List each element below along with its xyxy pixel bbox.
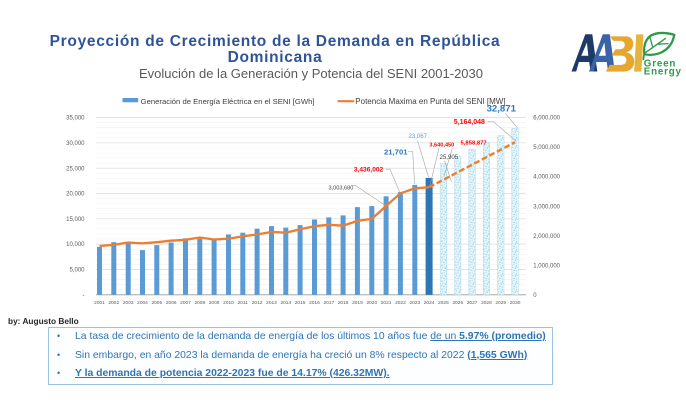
- svg-text:2024: 2024: [424, 300, 435, 306]
- svg-text:2014: 2014: [280, 300, 291, 306]
- svg-text:5,858,877: 5,858,877: [461, 140, 488, 146]
- svg-text:2003: 2003: [123, 300, 134, 306]
- svg-text:2001: 2001: [94, 300, 105, 306]
- svg-text:10,000: 10,000: [66, 242, 85, 248]
- svg-text:2029: 2029: [495, 300, 506, 306]
- svg-text:3,003,680: 3,003,680: [329, 185, 354, 191]
- svg-text:2027: 2027: [467, 300, 478, 306]
- svg-text:2016: 2016: [309, 300, 320, 306]
- svg-text:2005: 2005: [151, 300, 162, 306]
- svg-text:2002: 2002: [108, 300, 119, 306]
- svg-text:Green: Green: [644, 59, 676, 70]
- svg-text:5,000,000: 5,000,000: [533, 145, 560, 151]
- svg-text:2015: 2015: [295, 300, 306, 306]
- svg-text:32,871: 32,871: [487, 104, 517, 115]
- svg-text:2020: 2020: [366, 300, 377, 306]
- svg-text:2018: 2018: [338, 300, 349, 306]
- svg-text:2008: 2008: [194, 300, 205, 306]
- svg-text:2009: 2009: [209, 300, 220, 306]
- svg-text:2010: 2010: [223, 300, 234, 306]
- svg-text:2025: 2025: [438, 300, 449, 306]
- svg-text:Generación de Energía Eléctric: Generación de Energía Eléctrica en el SE…: [141, 97, 315, 106]
- svg-text:5,164,048: 5,164,048: [454, 119, 485, 126]
- svg-text:2,000,000: 2,000,000: [533, 234, 560, 240]
- svg-text:2026: 2026: [452, 300, 463, 306]
- svg-text:3,000,000: 3,000,000: [533, 204, 560, 210]
- svg-text:23,067: 23,067: [409, 134, 428, 140]
- svg-text:2012: 2012: [252, 300, 263, 306]
- svg-text:25,905: 25,905: [440, 154, 459, 161]
- svg-text:6,000,000: 6,000,000: [533, 116, 560, 122]
- svg-text:20,000: 20,000: [66, 192, 85, 198]
- svg-text:3,436,002: 3,436,002: [354, 166, 384, 173]
- svg-text:2019: 2019: [352, 300, 363, 306]
- svg-text:Potencia Maxima en Punta del S: Potencia Maxima en Punta del SENI [MW]: [355, 97, 505, 106]
- svg-text:1,000,000: 1,000,000: [533, 263, 560, 269]
- svg-text:3,640,450: 3,640,450: [429, 143, 454, 149]
- svg-text:25,000: 25,000: [66, 166, 85, 172]
- svg-text:35,000: 35,000: [66, 116, 85, 122]
- svg-text:21,701: 21,701: [384, 147, 408, 156]
- svg-text:2007: 2007: [180, 300, 191, 306]
- svg-text:2028: 2028: [481, 300, 492, 306]
- svg-text:2030: 2030: [510, 300, 521, 306]
- svg-text:0: 0: [533, 293, 537, 299]
- svg-text:2006: 2006: [166, 300, 177, 306]
- svg-text:2021: 2021: [381, 300, 392, 306]
- svg-text:2004: 2004: [137, 300, 148, 306]
- svg-text:4,000,000: 4,000,000: [533, 175, 560, 181]
- svg-text:Energy: Energy: [644, 67, 682, 78]
- svg-text:2013: 2013: [266, 300, 277, 306]
- svg-text:2017: 2017: [323, 300, 334, 306]
- svg-text:2011: 2011: [238, 300, 249, 306]
- svg-text:-: -: [83, 293, 85, 299]
- svg-text:5,000: 5,000: [69, 268, 85, 274]
- svg-text:15,000: 15,000: [66, 217, 85, 223]
- svg-text:30,000: 30,000: [66, 141, 85, 147]
- svg-text:2023: 2023: [409, 300, 420, 306]
- svg-text:2022: 2022: [395, 300, 406, 306]
